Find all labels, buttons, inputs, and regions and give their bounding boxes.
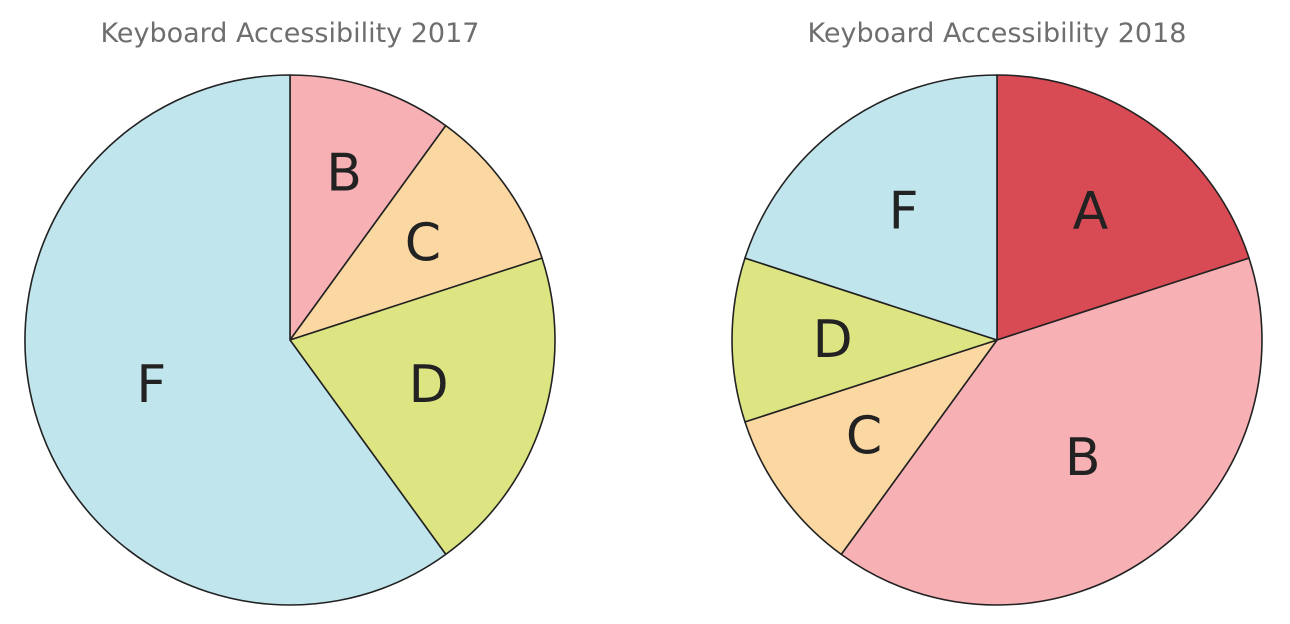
pie-slice-c	[744, 339, 998, 556]
pie-slice-f	[744, 74, 998, 341]
slice-label-a: A	[1073, 181, 1109, 241]
slice-label-d: D	[813, 310, 853, 370]
slice-label-b: B	[326, 144, 362, 204]
chart-title-2018: Keyboard Accessibility 2018	[807, 18, 1187, 49]
pie-slice-b	[289, 74, 447, 341]
pie-slice-c	[289, 124, 543, 341]
slice-label-d: D	[409, 355, 449, 415]
pie-chart-2017: BC D F	[24, 74, 556, 606]
chart-title-2017: Keyboard Accessibility 2017	[100, 18, 480, 49]
pie-slice-b	[840, 257, 1263, 606]
pie-slice-f	[24, 74, 447, 606]
slice-label-f: F	[889, 181, 919, 241]
slice-label-c: C	[846, 407, 882, 467]
pie-chart-2018: A B CD F	[731, 74, 1263, 606]
pie-slice-a	[996, 74, 1250, 341]
pie-slice-d	[289, 257, 556, 556]
slice-label-f: F	[136, 355, 166, 415]
pie-slice-d	[731, 257, 998, 423]
slice-label-b: B	[1065, 428, 1101, 488]
slice-label-c: C	[405, 213, 441, 273]
